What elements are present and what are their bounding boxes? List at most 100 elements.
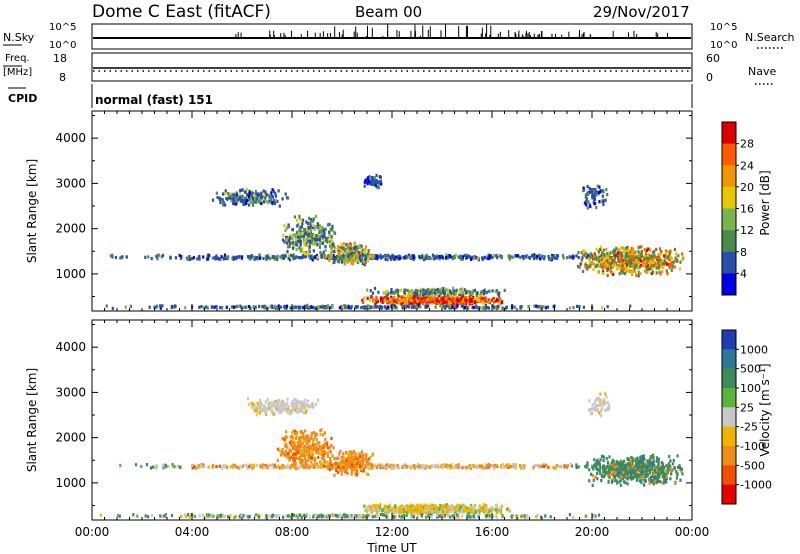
scatter-cell [273, 255, 276, 259]
scatter-cell [350, 258, 353, 262]
scatter-cell [294, 405, 297, 409]
scatter-cell [299, 439, 302, 443]
scatter-cell [364, 258, 367, 262]
scatter-cell [321, 226, 324, 230]
scatter-cell [363, 458, 366, 462]
scatter-cell [215, 254, 218, 258]
scatter-cell [515, 254, 518, 258]
scatter-cell [474, 511, 477, 515]
scatter-cell [651, 267, 654, 271]
scatter-cell [374, 183, 377, 187]
scatter-cell [119, 463, 122, 467]
scatter-cell [244, 196, 247, 200]
scatter-cell [233, 196, 236, 201]
scatter-cell [297, 447, 300, 451]
scatter-cell [285, 443, 288, 447]
scatter-cell [609, 268, 612, 273]
power-panel-frame [91, 110, 693, 312]
scatter-cell [587, 200, 590, 204]
scatter-cell [416, 305, 419, 309]
scatter-cell [447, 302, 451, 306]
scatter-cell [321, 241, 325, 245]
scatter-cell [408, 300, 411, 304]
scatter-cell [241, 197, 244, 201]
scatter-cell [365, 461, 368, 465]
scatter-cell [592, 200, 595, 204]
scatter-cell [340, 472, 343, 476]
scatter-cell [349, 244, 352, 248]
scatter-cell [465, 290, 468, 294]
scatter-cell [631, 258, 634, 263]
scatter-cell [299, 247, 303, 251]
scatter-cell [675, 252, 678, 256]
scatter-cell [338, 251, 341, 255]
scatter-cell [319, 433, 322, 437]
scatter-cell [442, 291, 446, 295]
scatter-cell [286, 408, 289, 412]
scatter-cell [635, 273, 638, 278]
scatter-cell [346, 471, 349, 475]
scatter-cell [341, 258, 344, 262]
scatter-cell [380, 510, 383, 514]
scatter-cell [231, 463, 234, 467]
scatter-cell [287, 453, 290, 458]
scatter-cell [184, 306, 187, 310]
scatter-cell [254, 405, 257, 409]
scatter-cell [623, 264, 626, 268]
scatter-cell [582, 186, 585, 190]
scatter-cell [287, 253, 291, 257]
scatter-cell [318, 237, 321, 242]
colorbar-segment [722, 186, 736, 209]
scatter-cell [659, 261, 662, 265]
scatter-cell [410, 305, 414, 309]
scatter-cell [669, 249, 672, 253]
scatter-cell [159, 304, 162, 308]
scatter-cell [586, 184, 589, 189]
scatter-cell [331, 454, 334, 458]
scatter-cell [326, 240, 329, 244]
scatter-cell [376, 180, 379, 184]
scatter-cell [329, 459, 332, 463]
scatter-cell [220, 255, 223, 259]
scatter-cell [656, 257, 659, 261]
scatter-cell [421, 464, 424, 468]
nave-tick-lo: 0 [706, 71, 713, 84]
scatter-cell [257, 199, 261, 204]
scatter-cell [253, 196, 256, 200]
scatter-cell [542, 463, 545, 467]
scatter-cell [492, 464, 495, 468]
scatter-cell [336, 254, 339, 259]
scatter-cell [399, 288, 402, 292]
scatter-cell [215, 304, 218, 309]
colorbar-segment [722, 143, 736, 166]
scatter-cell [606, 251, 609, 255]
scatter-cell [307, 458, 310, 462]
scatter-cell [343, 465, 346, 469]
scatter-cell [677, 254, 680, 258]
scatter-cell [555, 254, 558, 258]
scatter-cell [457, 508, 461, 512]
colorbar-segment [722, 251, 736, 274]
scatter-cell [256, 406, 259, 410]
scatter-cell [633, 269, 636, 273]
scatter-cell [368, 254, 371, 258]
scatter-cell [351, 468, 354, 472]
scatter-cell [248, 257, 251, 261]
scatter-cell [315, 450, 318, 454]
scatter-cell [332, 446, 335, 450]
scatter-cell [620, 258, 623, 262]
scatter-cell [451, 299, 454, 303]
scatter-cell [264, 196, 267, 200]
scatter-cell [503, 466, 506, 470]
scatter-cell [612, 257, 615, 261]
scatter-cell [306, 399, 309, 403]
scatter-cell [304, 252, 307, 256]
scatter-cell [296, 399, 299, 403]
scatter-cell [254, 407, 257, 411]
scatter-cell [602, 271, 605, 276]
scatter-cell [271, 465, 274, 469]
scatter-cell [433, 297, 436, 301]
scatter-cell [378, 255, 381, 259]
scatter-cell [606, 263, 609, 267]
scatter-cell [237, 197, 240, 201]
